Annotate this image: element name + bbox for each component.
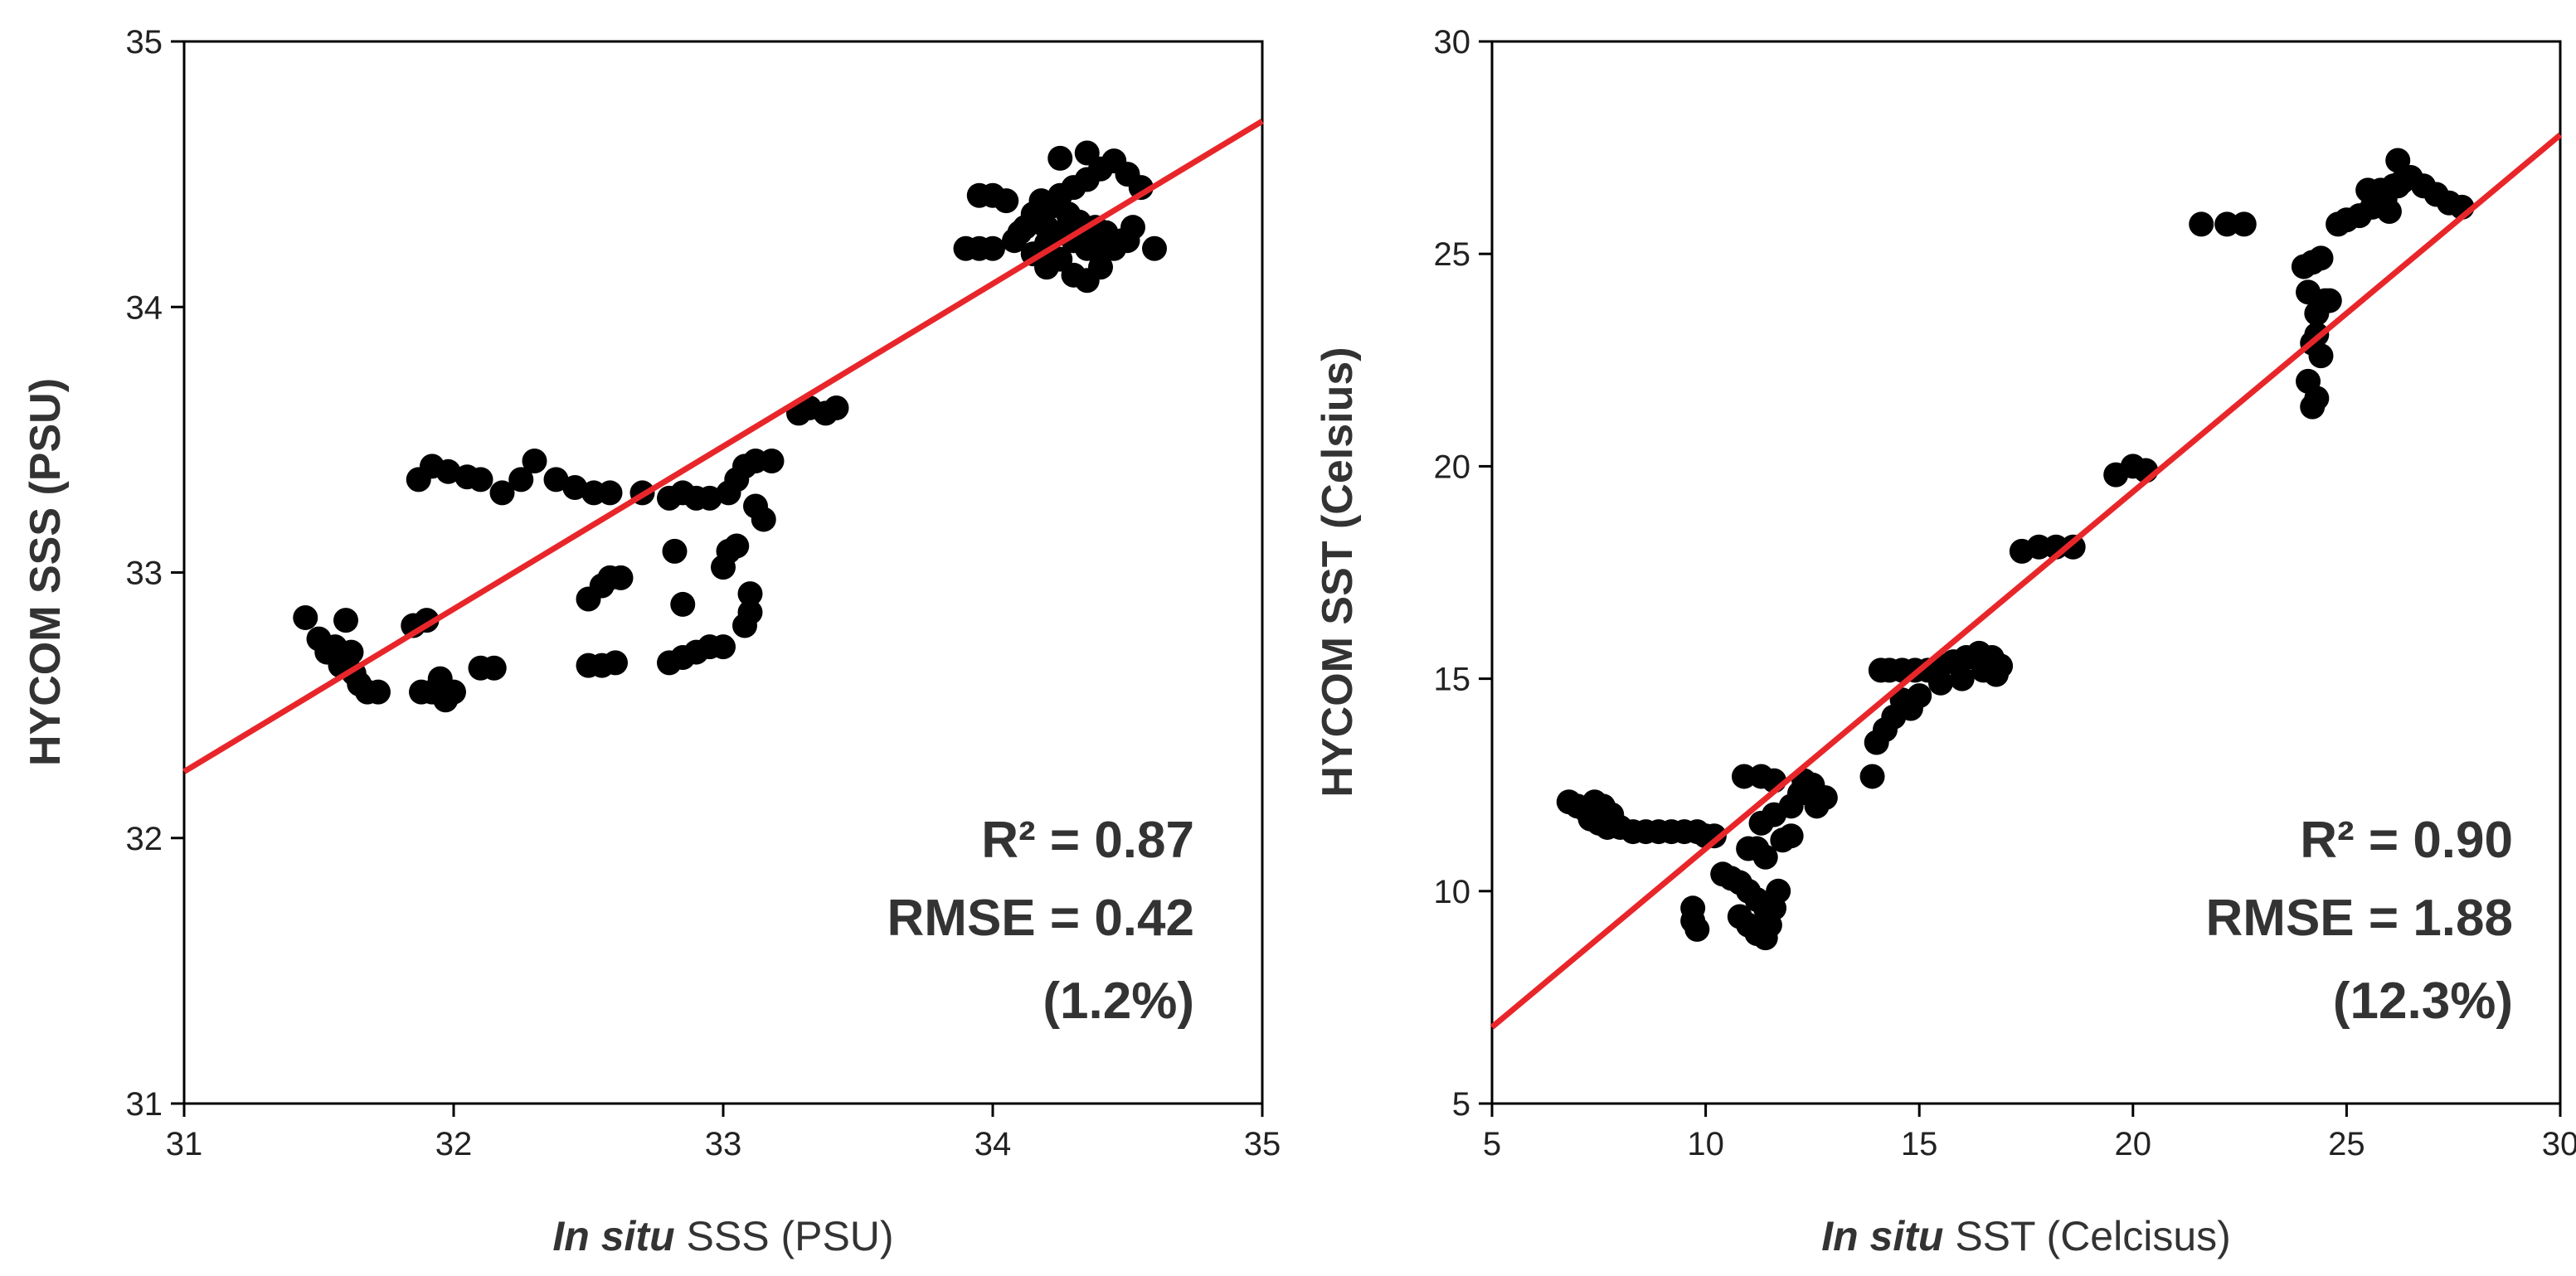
right-data-point (2389, 169, 2415, 195)
left-y-tick-label: 32 (126, 821, 163, 857)
right-x-tick-label: 15 (1901, 1126, 1938, 1162)
left-data-point (338, 639, 364, 665)
left-data-point (759, 448, 785, 473)
right-data-point (2316, 288, 2342, 313)
right-pct-stat: (12.3%) (2333, 973, 2513, 1030)
left-data-point (751, 507, 776, 532)
right-data-point (2300, 394, 2326, 420)
right-data-point (2376, 198, 2402, 224)
right-y-axis-label: HYCOM SST (Celsius) (1314, 347, 1362, 797)
right-x-tick-label: 20 (2115, 1126, 2152, 1162)
left-x-tick-label: 34 (975, 1126, 1012, 1162)
left-data-point (608, 565, 634, 590)
right-data-point (1907, 683, 1932, 709)
right-y-tick-label: 20 (1434, 449, 1471, 485)
left-fit-line (182, 119, 1264, 774)
left-y-tick-label: 35 (126, 24, 163, 61)
right-data-point (1949, 666, 1975, 691)
left-x-tick-label: 35 (1244, 1126, 1281, 1162)
right-data-point (1927, 670, 1953, 696)
left-data-point (737, 581, 763, 607)
left-data-point (597, 480, 623, 506)
right-data-point (1859, 764, 1885, 789)
left-y-axis-label: HYCOM SSS (PSU) (22, 378, 70, 766)
left-x-axis-label: In situ SSS (PSU) (552, 1213, 893, 1259)
right-data-point (1736, 836, 1762, 861)
right-data-point (2214, 211, 2240, 237)
right-data-point (1701, 823, 1727, 849)
right-plot-frame (1490, 40, 2562, 1105)
right-fit-line (1490, 133, 2563, 1030)
right-y-tick-label: 5 (1452, 1086, 1470, 1123)
right-data-points (1556, 148, 2475, 951)
left-data-point (980, 235, 1005, 261)
right-r2-stat: R² = 0.90 (2300, 812, 2513, 869)
left-data-point (711, 634, 736, 660)
right-y-tick-label: 30 (1434, 24, 1471, 61)
right-data-point (2308, 343, 2334, 369)
left-data-point (468, 467, 493, 492)
right-data-point (2060, 534, 2086, 560)
left-data-point (824, 395, 849, 420)
right-data-point (1731, 764, 1757, 789)
left-x-tick-label: 32 (435, 1126, 473, 1162)
left-chart: 31 32 33 34 35 31 32 33 34 35 In situ SSS (PSU) H… (22, 24, 1281, 1259)
right-data-point (2308, 245, 2334, 271)
right-y-tick-label: 15 (1434, 662, 1471, 698)
left-data-point (522, 448, 547, 473)
right-y-tick-label: 10 (1434, 874, 1471, 910)
right-data-point (1778, 823, 1804, 849)
left-axis-ticks: 31 32 33 34 35 31 32 33 34 35 (126, 24, 1281, 1162)
left-data-point (1047, 145, 1073, 171)
left-data-point (737, 599, 763, 625)
left-data-point (489, 480, 515, 506)
right-data-point (1680, 895, 1706, 921)
right-data-point (2026, 534, 2052, 560)
left-data-point (441, 679, 466, 705)
left-x-tick-label: 33 (705, 1126, 742, 1162)
right-chart: 5 10 15 20 25 30 5 10 15 20 25 30 In situ SST (Celc… (1314, 24, 2576, 1259)
left-data-point (1074, 140, 1100, 166)
left-data-point (1115, 228, 1140, 254)
left-data-point (508, 467, 534, 492)
right-axis-ticks: 5 10 15 20 25 30 5 10 15 20 25 30 (1434, 24, 2576, 1162)
left-data-point (724, 533, 750, 559)
right-x-tick-label: 5 (1483, 1126, 1501, 1162)
left-data-point (293, 604, 318, 630)
left-data-point (562, 475, 588, 501)
left-y-tick-label: 33 (126, 556, 163, 592)
left-data-point (662, 538, 688, 564)
right-data-point (2189, 211, 2214, 237)
left-pct-stat: (1.2%) (1043, 973, 1194, 1030)
right-data-point (1766, 878, 1791, 904)
left-data-point (333, 608, 358, 633)
left-data-point (481, 655, 507, 681)
left-x-tick-label: 31 (166, 1126, 203, 1162)
right-x-tick-label: 25 (2328, 1126, 2365, 1162)
right-data-point (1684, 916, 1710, 942)
right-data-point (2231, 211, 2257, 237)
left-r2-stat: R² = 0.87 (981, 812, 1194, 869)
right-rmse-stat: RMSE = 1.88 (2206, 890, 2513, 947)
right-x-tick-label: 30 (2542, 1126, 2576, 1162)
right-x-tick-label: 10 (1687, 1126, 1724, 1162)
left-data-point (435, 458, 461, 484)
right-y-tick-label: 25 (1434, 236, 1471, 273)
left-data-point (697, 485, 722, 511)
right-x-axis-label: In situ SST (Celcisus) (1821, 1213, 2231, 1259)
left-data-point (543, 467, 569, 492)
right-data-point (2385, 148, 2411, 173)
left-rmse-stat: RMSE = 0.42 (887, 890, 1194, 947)
left-data-point (366, 679, 391, 705)
left-data-point (1142, 235, 1167, 261)
left-data-point (603, 650, 628, 676)
left-data-point (670, 591, 696, 617)
left-data-point (994, 188, 1019, 214)
left-y-tick-label: 34 (126, 289, 163, 326)
left-y-tick-label: 31 (126, 1086, 163, 1123)
right-data-point (1983, 662, 2009, 687)
right-data-point (1804, 793, 1830, 819)
